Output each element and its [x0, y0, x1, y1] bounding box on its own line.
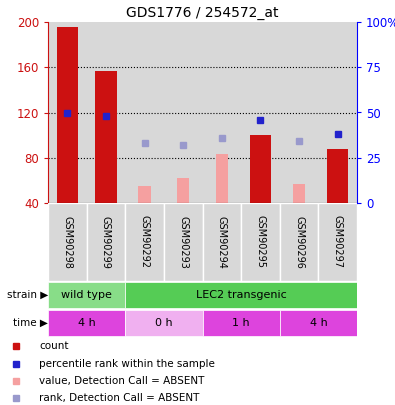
Text: 4 h: 4 h: [310, 318, 327, 328]
Text: rank, Detection Call = ABSENT: rank, Detection Call = ABSENT: [39, 392, 199, 403]
Text: GSM90297: GSM90297: [333, 215, 343, 269]
Text: count: count: [39, 341, 69, 351]
Bar: [125, 309, 203, 337]
Bar: [48, 22, 87, 203]
Bar: [164, 203, 203, 281]
Text: GSM90296: GSM90296: [294, 215, 304, 269]
Bar: [125, 203, 164, 281]
Text: strain ▶: strain ▶: [7, 290, 48, 300]
Bar: [280, 203, 318, 281]
Title: GDS1776 / 254572_at: GDS1776 / 254572_at: [126, 6, 279, 19]
Text: percentile rank within the sample: percentile rank within the sample: [39, 358, 215, 369]
Text: GSM90293: GSM90293: [178, 215, 188, 269]
Bar: [203, 203, 241, 281]
Bar: [241, 203, 280, 281]
Text: 4 h: 4 h: [78, 318, 96, 328]
Bar: [48, 203, 87, 281]
Text: GSM90298: GSM90298: [62, 215, 72, 269]
Bar: [177, 178, 189, 203]
Text: wild type: wild type: [61, 290, 112, 300]
Text: 0 h: 0 h: [155, 318, 173, 328]
Bar: [203, 22, 241, 203]
Bar: [87, 22, 125, 203]
Bar: [95, 70, 117, 203]
Text: GSM90292: GSM90292: [139, 215, 150, 269]
Text: time ▶: time ▶: [13, 318, 48, 328]
Bar: [203, 309, 280, 337]
Text: 1 h: 1 h: [232, 318, 250, 328]
Bar: [293, 184, 305, 203]
Bar: [318, 203, 357, 281]
Text: GSM90299: GSM90299: [101, 215, 111, 269]
Text: GSM90295: GSM90295: [256, 215, 265, 269]
Bar: [87, 203, 125, 281]
Bar: [57, 26, 78, 203]
Bar: [280, 309, 357, 337]
Bar: [125, 281, 357, 309]
Text: value, Detection Call = ABSENT: value, Detection Call = ABSENT: [39, 376, 205, 386]
Bar: [327, 149, 348, 203]
Bar: [48, 309, 125, 337]
Text: LEC2 transgenic: LEC2 transgenic: [196, 290, 286, 300]
Bar: [318, 22, 357, 203]
Bar: [250, 135, 271, 203]
Bar: [164, 22, 203, 203]
Bar: [216, 154, 228, 203]
Bar: [138, 186, 151, 203]
Bar: [241, 22, 280, 203]
Bar: [48, 281, 125, 309]
Bar: [280, 22, 318, 203]
Bar: [125, 22, 164, 203]
Text: GSM90294: GSM90294: [217, 215, 227, 269]
